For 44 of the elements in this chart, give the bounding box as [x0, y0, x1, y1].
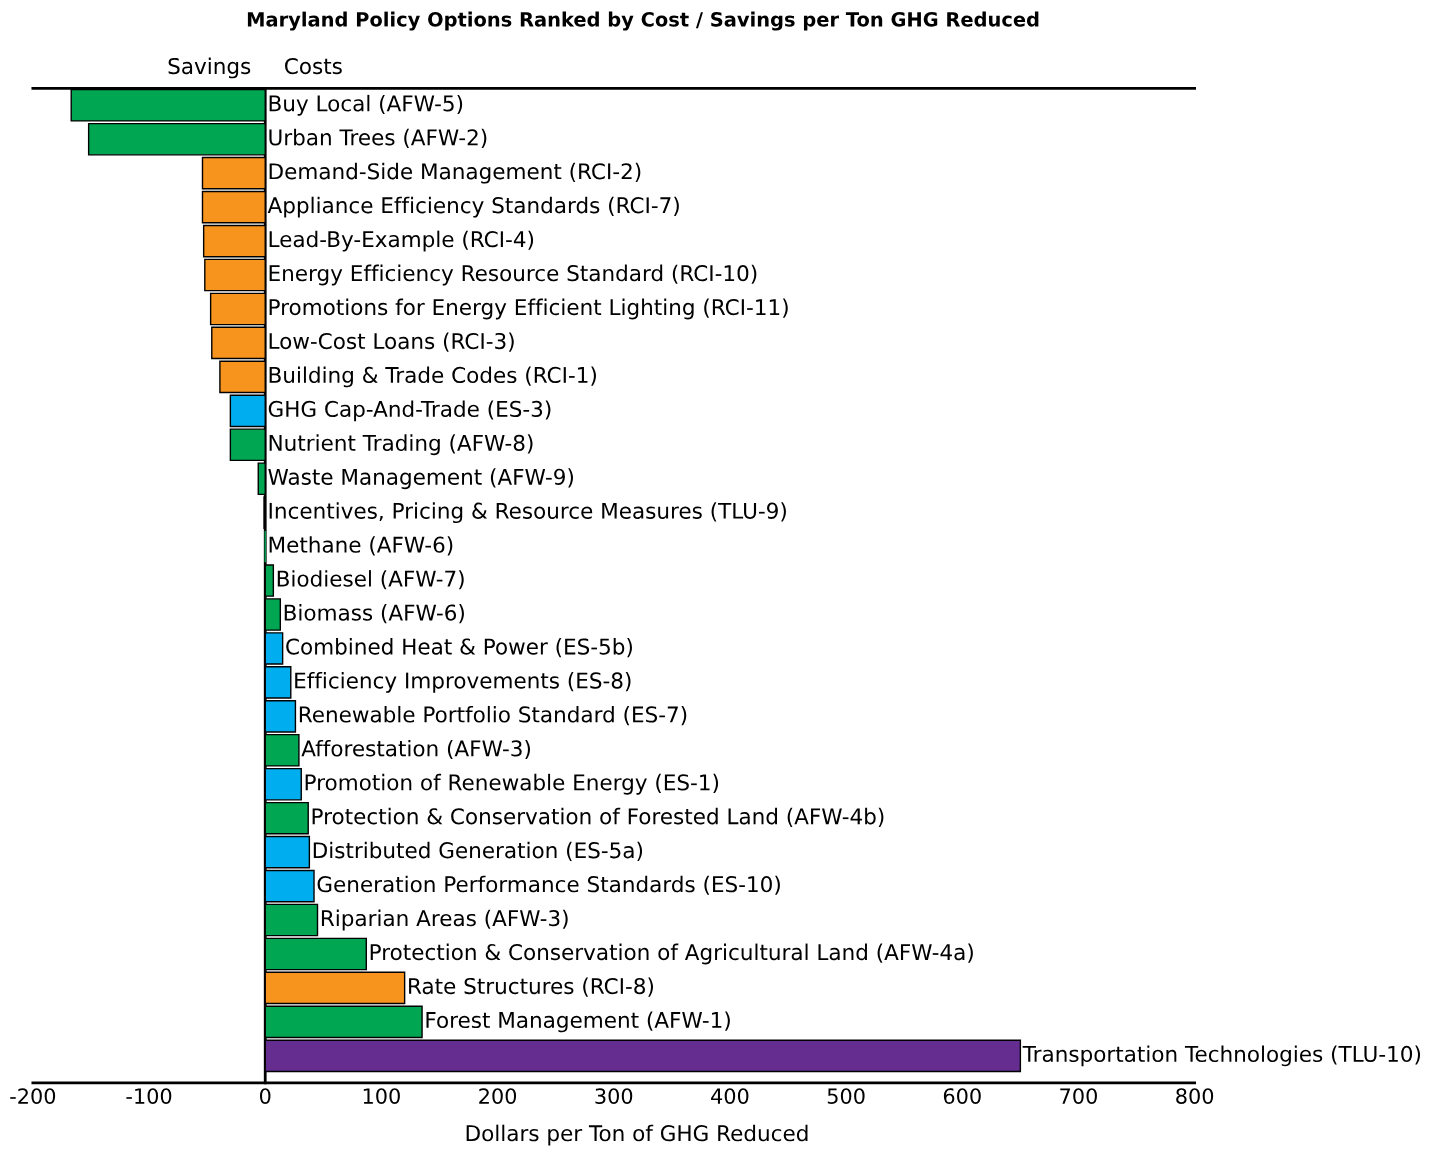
text: Costs [285, 57, 342, 75]
y-tick-label: Promotions for Energy Efficient Lighting (RCI-11) [269, 298, 788, 320]
y-tick-label: Energy Efficiency Resource Standard (RCI-10) [269, 264, 757, 286]
y-tick-label: Demand-Side Management (RCI-2) [269, 162, 641, 184]
x-tick-label: 100 [363, 1088, 400, 1104]
y-tick-label: Incentives, Pricing & Resource Measures (TLU-9) [269, 502, 786, 524]
y-tick-label: Riparian Areas (AFW-3) [321, 909, 568, 931]
x-tick-label: 0 [259, 1088, 271, 1104]
y-tick-label: Protection & Conservation of Agricultural Land (AFW-4a) [370, 943, 973, 965]
x-axis-title: Dollars per Ton of GHG Reduced [466, 1124, 808, 1146]
y-tick-label: Building & Trade Codes (RCI-1) [269, 366, 596, 388]
y-tick-label: Biomass (AFW-6) [284, 604, 464, 624]
y-tick-label: Biodiesel (AFW-7) [277, 570, 464, 590]
x-tick-label: 600 [943, 1088, 981, 1104]
y-tick-label: Generation Performance Standards (ES-10) [317, 875, 780, 895]
y-tick-label: Transportation Technologies (TLU-10) [1022, 1045, 1421, 1067]
x-tick-label: 700 [1060, 1088, 1097, 1104]
y-tick-label: Renewable Portfolio Standard (ES-7) [299, 705, 687, 726]
x-tick-label: 400 [711, 1088, 749, 1104]
y-tick-label: Appliance Efficiency Standards (RCI-7) [267, 196, 679, 218]
y-tick-label: Rate Structures (RCI-8) [409, 977, 654, 997]
x-tick-label: 500 [827, 1088, 865, 1104]
x-tick-label: 200 [479, 1088, 517, 1104]
y-tick-label: Afforestation (AFW-3) [301, 739, 530, 760]
y-tick-label: Methane (AFW-6) [269, 536, 453, 556]
y-tick-label: Waste Management (AFW-9) [268, 468, 573, 490]
x-tick-label: -200 [10, 1088, 56, 1104]
y-tick-label: Promotion of Renewable Energy (ES-1) [305, 773, 719, 795]
chart-title: Maryland Policy Options Ranked by Cost / Savings per Ton GHG Reduced [247, 11, 1039, 31]
y-tick-label: Nutrient Trading (AFW-8) [269, 434, 533, 456]
y-tick-label: Distributed Generation (ES-5a) [313, 841, 643, 861]
y-tick-label: Efficiency Improvements (ES-8) [295, 671, 631, 693]
text: Savings [168, 57, 251, 79]
x-tick-label: 800 [1176, 1088, 1214, 1104]
y-tick-label: Combined Heat & Power (ES-5b) [286, 638, 632, 658]
y-tick-label: Buy Local (AFW-5) [269, 94, 463, 116]
y-tick-label: Forest Management (AFW-1) [426, 1011, 730, 1033]
y-tick-label: Lead-By-Example (RCI-4) [269, 230, 534, 252]
y-tick-label: GHG Cap-And-Trade (ES-3) [268, 400, 551, 422]
x-tick-label: -100 [126, 1088, 172, 1104]
x-tick-label: 300 [595, 1088, 633, 1104]
y-tick-label: Protection & Conservation of Forested Land (AFW-4b) [312, 807, 884, 827]
y-tick-label: Low-Cost Loans (RCI-3) [269, 332, 514, 352]
y-tick-label: Urban Trees (AFW-2) [269, 128, 487, 149]
